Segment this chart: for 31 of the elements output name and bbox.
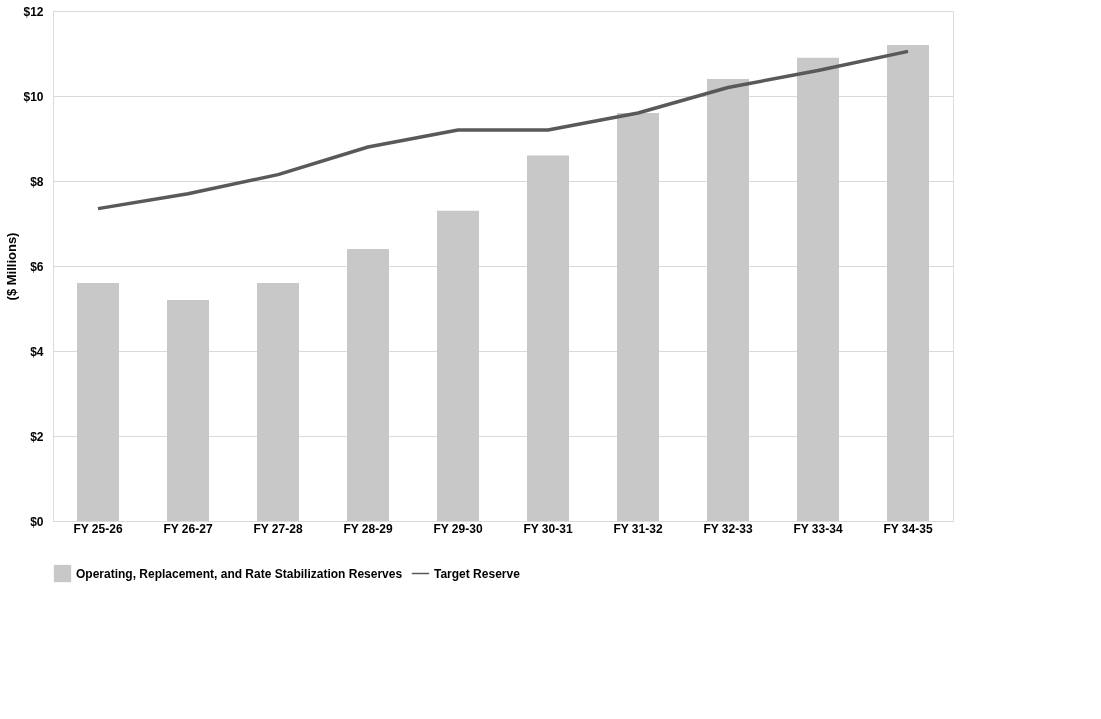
bar [257,283,299,521]
x-tick-label: FY 30-31 [523,521,573,536]
y-axis-title: ($ Millions) [4,232,20,301]
y-tick-label: $6 [30,259,44,274]
bar [347,249,389,521]
x-tick-label: FY 32-33 [703,521,753,536]
bar [617,113,659,521]
y-tick-label: $2 [30,429,44,444]
bar [887,45,929,521]
x-tick-label: FY 34-35 [883,521,933,536]
x-tick-label: FY 29-30 [433,521,483,536]
legend-label: Operating, Replacement, and Rate Stabilization Reserves [76,566,403,581]
y-tick-label: $0 [30,514,44,529]
y-tick-label: $10 [23,89,44,104]
bar [527,155,569,521]
x-tick-label: FY 25-26 [73,521,123,536]
x-tick-label: FY 31-32 [613,521,663,536]
bar [707,79,749,521]
bar [437,210,479,521]
x-tick-label: FY 28-29 [343,521,393,536]
y-tick-label: $4 [30,344,44,359]
x-tick-label: FY 33-34 [793,521,843,536]
y-tick-label: $12 [23,4,44,19]
bar [77,283,119,521]
x-tick-label: FY 26-27 [163,521,213,536]
bar [167,300,209,521]
y-tick-label: $8 [30,174,44,189]
line-series [96,49,910,211]
legend-label: Target Reserve [434,566,521,581]
bar [797,57,839,521]
x-tick-label: FY 27-28 [253,521,303,536]
